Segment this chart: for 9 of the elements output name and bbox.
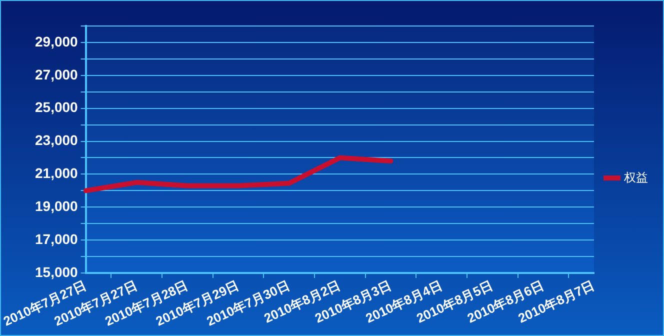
y-tick-label: 25,000	[34, 99, 78, 116]
y-tick-label: 19,000	[34, 198, 78, 214]
y-tick-label: 21,000	[34, 165, 78, 182]
legend-label: 权益	[623, 170, 648, 184]
y-tick-label: 15,000	[34, 264, 78, 280]
y-tick-label: 29,000	[34, 33, 78, 50]
y-tick-label: 27,000	[34, 66, 78, 82]
y-tick-label: 17,000	[34, 230, 78, 247]
y-tick-label: 23,000	[34, 132, 78, 148]
